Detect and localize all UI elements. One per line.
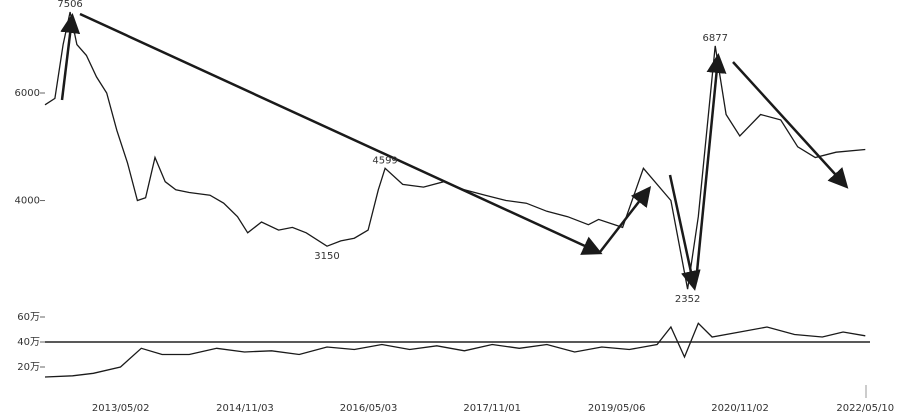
peak-label: 2352	[675, 294, 700, 305]
x-tick-label: 2022/05/10	[836, 403, 894, 414]
x-tick-label: 2013/05/02	[92, 403, 150, 414]
peak-label: 7506	[57, 0, 82, 10]
x-tick-label: 2017/11/01	[463, 403, 521, 414]
trend-arrow	[60, 13, 81, 101]
x-tick-label: 2016/05/03	[340, 403, 398, 414]
trend-arrow	[732, 61, 849, 189]
y-tick-label: 4000	[15, 196, 40, 207]
peak-label: 3150	[314, 251, 339, 262]
x-tick-label: 2019/05/06	[588, 403, 646, 414]
price-line	[44, 322, 866, 378]
trend-arrow	[694, 53, 727, 283]
y-tick-label: 20万	[17, 362, 40, 373]
peak-label: 4599	[372, 155, 397, 166]
trend-arrow	[79, 12, 603, 255]
trend-arrows	[60, 12, 849, 291]
x-tick-label: 2020/11/02	[711, 403, 769, 414]
trend-arrow	[668, 174, 701, 291]
x-tick-label: 2014/11/03	[216, 403, 274, 414]
y-tick-label: 60万	[17, 312, 40, 323]
y-tick-label: 6000	[15, 88, 40, 99]
price-line	[44, 11, 866, 290]
y-tick-label: 40万	[17, 337, 40, 348]
trend-arrow	[599, 186, 652, 253]
peak-label: 6877	[702, 33, 727, 44]
